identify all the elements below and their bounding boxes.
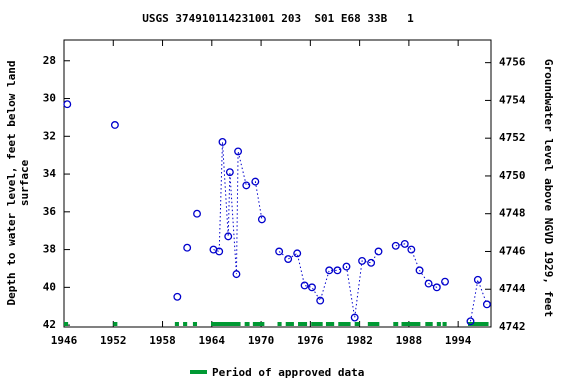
approved-period [325,322,335,326]
x-tick-label: 1982 [346,334,373,347]
approved-period [277,322,282,326]
y2-tick-label: 4750 [499,169,526,182]
x-tick-label: 1976 [297,334,324,347]
data-point [183,243,192,252]
data-point [63,100,72,109]
data-point [293,249,302,258]
chart-title: USGS 374910114231001 203 S01 E68 33B 1 [142,12,414,25]
approved-period [252,322,265,326]
y-tick-label: 40 [43,280,56,293]
approved-period [244,322,250,326]
data-point [374,247,383,256]
approved-period [436,322,441,326]
approved-period [298,322,308,326]
y2-tick-label: 4752 [499,131,526,144]
data-point [316,296,325,305]
x-tick-label: 1994 [445,334,472,347]
approved-period [425,322,433,326]
x-tick-label: 1964 [199,334,226,347]
data-point [251,177,260,186]
data-point [225,168,234,177]
data-line [213,141,488,322]
y-tick-label: 28 [43,54,56,67]
data-point [407,245,416,254]
approved-period [210,322,241,326]
data-point [358,256,367,265]
data-point [350,313,359,322]
y-axis-title: surface [18,159,31,206]
data-point [275,247,284,256]
data-point [173,292,182,301]
data-point [257,215,266,224]
data-point [391,241,400,250]
data-point [232,270,241,279]
data-point [424,279,433,288]
y-tick-label: 38 [43,243,56,256]
approved-period [113,322,118,326]
approved-period [367,322,380,326]
x-tick-label: 1952 [100,334,127,347]
approved-period [174,322,179,326]
y2-tick-label: 4754 [499,93,526,106]
data-point [466,317,475,326]
data-point [441,277,449,286]
approved-period [468,322,489,326]
approved-period [354,322,360,326]
data-point [342,262,351,271]
y2-tick-label: 4748 [499,207,526,220]
approved-period [311,322,323,326]
data-point [308,283,316,292]
y-tick-label: 30 [43,92,56,105]
approved-period [401,322,421,326]
data-point [482,300,491,309]
data-point [300,281,309,290]
data-point [367,258,376,267]
approved-period [393,322,399,326]
y2-tick-label: 4742 [499,320,526,333]
y-axis-title: Depth to water level, feet below land [5,60,18,305]
data-point [400,239,409,248]
data-point [215,247,224,256]
approved-period [183,322,188,326]
data-point [284,255,293,263]
y2-tick-label: 4744 [499,282,526,295]
approved-period [442,322,447,326]
x-tick-label: 1946 [51,334,78,347]
x-tick-label: 1970 [248,334,275,347]
data-point [193,209,201,218]
y2-tick-label: 4746 [499,244,526,257]
y-tick-label: 34 [43,167,57,180]
x-tick-label: 1988 [396,334,423,347]
legend-label: Period of approved data [212,366,364,379]
data-point [432,283,441,292]
plot-frame [63,39,492,328]
y2-tick-label: 4756 [499,56,526,69]
y-tick-label: 36 [43,205,57,218]
approved-period [338,322,351,326]
approved-period [192,322,198,326]
data-point [473,275,482,284]
data-point [242,181,251,190]
data-point [224,232,233,241]
y2-axis-title: Groundwater level above NGVD 1929, feet [542,59,555,317]
data-point [333,266,342,275]
x-tick-label: 1958 [149,334,176,347]
data-point [110,121,119,129]
approved-period [64,322,69,326]
data-point [234,147,243,156]
y-tick-label: 42 [43,318,56,331]
data-point [218,138,227,146]
approved-period [285,322,294,326]
data-point [415,266,424,275]
y-tick-label: 32 [43,129,56,142]
data-point [325,266,334,275]
